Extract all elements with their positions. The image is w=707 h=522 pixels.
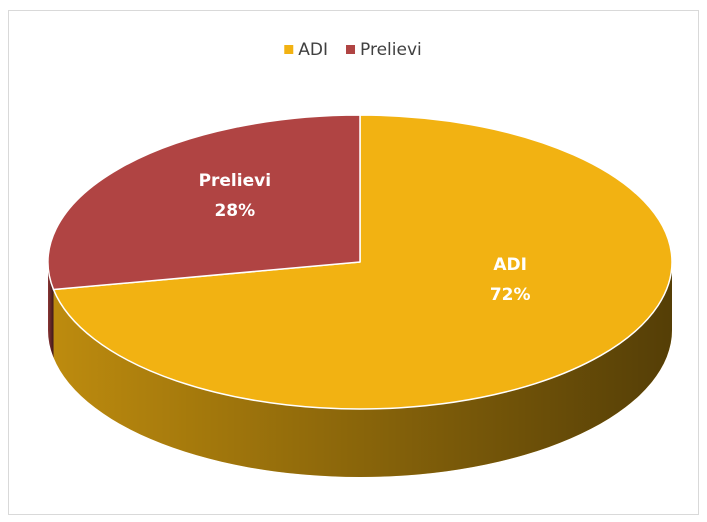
slice [47,114,361,291]
slice-value-label: 72% [490,285,531,305]
slice-label: ADI [493,255,527,275]
legend: ADI Prelievi [284,40,422,60]
slice-value-label: 28% [214,201,255,221]
slice-side-shade [53,262,673,478]
slice [52,114,673,410]
legend-swatch [346,45,356,54]
legend-swatch [284,45,294,54]
legend-label: Prelievi [360,40,422,60]
pie: ADI 72% Prelievi 28% [47,114,673,478]
legend-label: ADI [298,40,328,60]
slice-label: Prelievi [199,171,271,191]
